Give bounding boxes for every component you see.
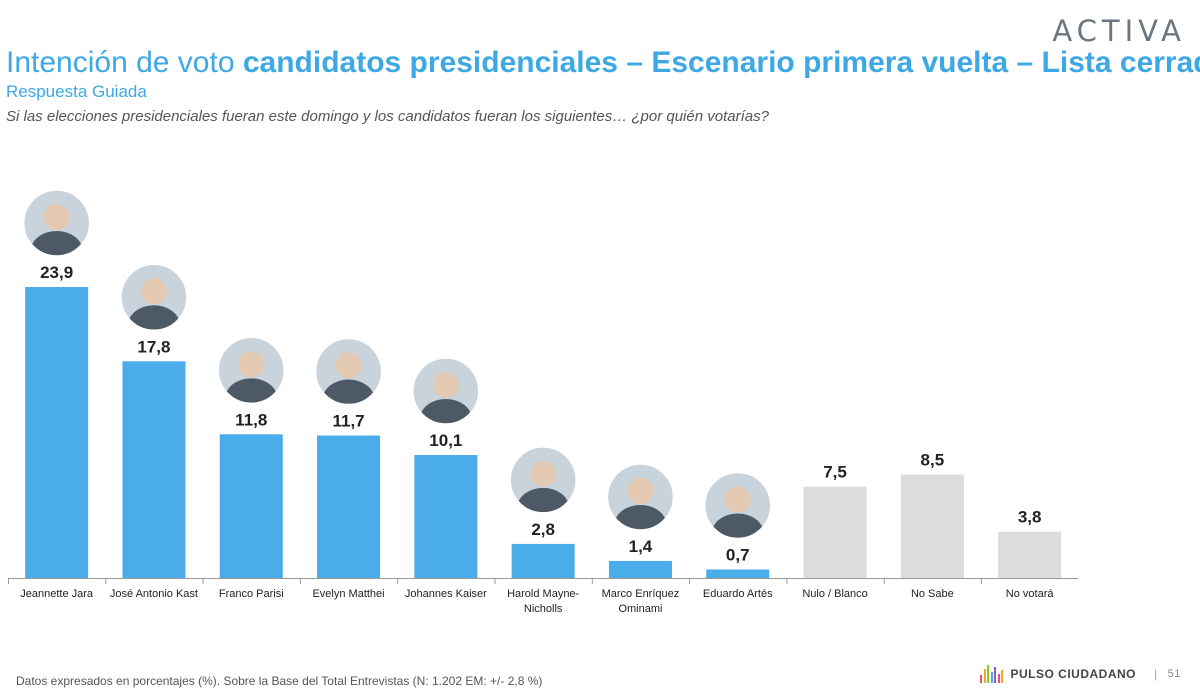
category-label: Eduardo Artés (703, 588, 773, 600)
page-number: 51 (1167, 668, 1181, 680)
candidate-portrait (412, 357, 480, 425)
data-label: 1,4 (629, 537, 653, 556)
category-label: Jeannette Jara (20, 588, 94, 600)
activa-logo: ACTIVA (1052, 14, 1186, 48)
data-label: 10,1 (429, 431, 462, 450)
data-label: 7,5 (823, 463, 847, 482)
category-label: Harold Mayne-Nicholls (507, 588, 579, 615)
bar (25, 287, 89, 578)
pulso-bar-mark (983, 669, 986, 683)
candidate-portrait (217, 336, 285, 405)
category-label: No votará (1006, 588, 1055, 600)
candidate-portrait (120, 263, 188, 332)
category-label: Marco Enríquez Ominami (602, 588, 680, 615)
candidate-portrait (509, 446, 577, 514)
pulso-bar-mark (990, 672, 993, 683)
page-title: Intención de voto candidatos presidencia… (6, 46, 1200, 80)
bar (803, 486, 867, 578)
pulso-bar-mark (994, 667, 996, 683)
bar (608, 560, 672, 578)
data-label: 2,8 (531, 520, 555, 539)
category-label: Johannes Kaiser (405, 588, 487, 600)
data-label: 23,9 (40, 263, 73, 282)
bar (219, 434, 283, 578)
pulso-ciudadano-brand: PULSO CIUDADANO | 51 (980, 664, 1181, 684)
category-label: No Sabe (911, 588, 954, 600)
subtitle: Respuesta Guiada (6, 82, 147, 101)
pulso-bar-mark (997, 674, 1000, 683)
bar (706, 569, 770, 578)
pulso-bar-mark (980, 675, 982, 683)
bar (122, 361, 186, 578)
data-label: 3,8 (1018, 508, 1042, 527)
data-label: 11,8 (235, 410, 267, 429)
pulso-bar-mark (1001, 670, 1003, 683)
candidate-portrait (22, 189, 91, 257)
bar (900, 474, 964, 578)
category-label: Franco Parisi (219, 588, 284, 600)
data-label: 0,7 (726, 545, 750, 564)
category-label: Evelyn Matthei (312, 588, 384, 600)
brand-name: PULSO CIUDADANO (1010, 667, 1137, 681)
bar (998, 531, 1062, 578)
data-label: 8,5 (921, 451, 945, 470)
title-bold: candidatos presidenciales – Escenario pr… (242, 46, 1200, 79)
category-label: Nulo / Blanco (802, 588, 867, 600)
pulso-bars-icon (980, 665, 1005, 683)
survey-question: Si las elecciones presidenciales fueran … (6, 108, 769, 125)
bar (317, 435, 381, 578)
brand-separator: | (1154, 667, 1158, 681)
category-label: José Antonio Kast (110, 588, 198, 600)
bar (414, 455, 478, 578)
pulso-bar-mark (987, 665, 989, 683)
candidate-portrait (704, 471, 772, 540)
candidate-portrait (606, 463, 675, 531)
footer-note: Datos expresados en porcentajes (%). Sob… (16, 674, 543, 688)
candidate-portrait (314, 337, 383, 406)
bar-chart: 23,9 Jeannette Jara 17,8 José Antonio Kast 1… (8, 189, 1079, 615)
bar (511, 543, 575, 578)
data-label: 17,8 (137, 337, 170, 356)
data-label: 11,7 (332, 412, 364, 431)
title-light: Intención de voto (6, 46, 243, 79)
